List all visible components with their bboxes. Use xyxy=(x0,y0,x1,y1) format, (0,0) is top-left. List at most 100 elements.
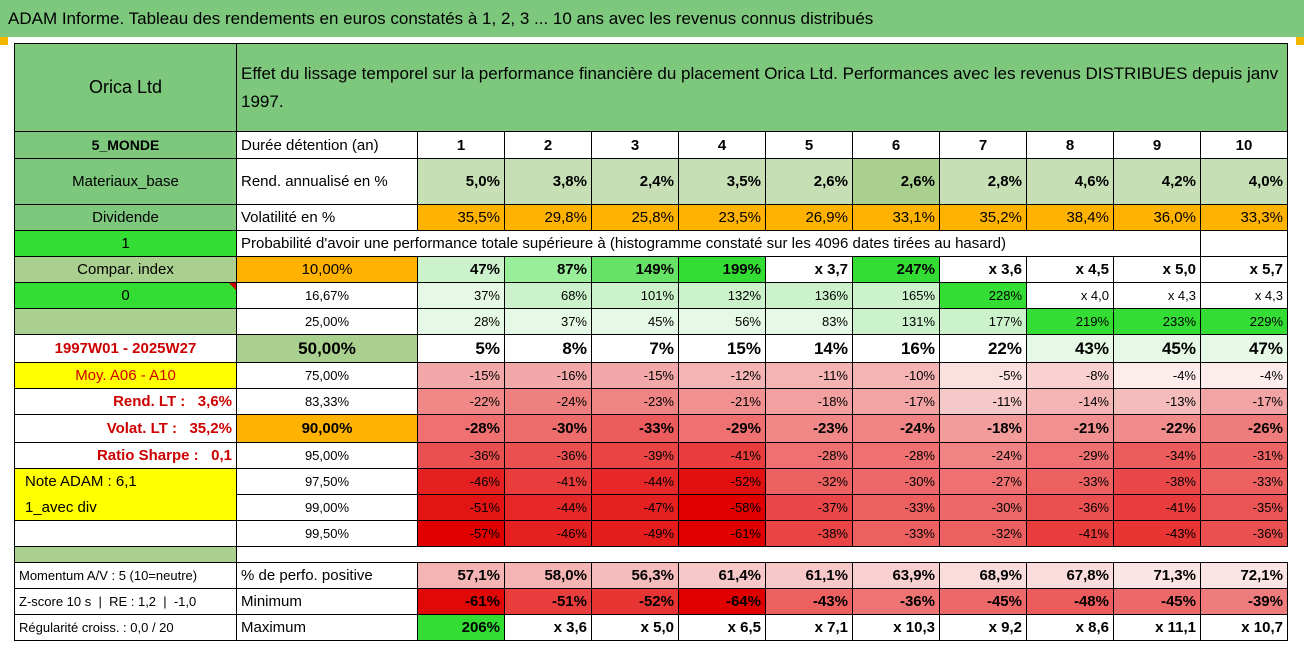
performance-table: Orica Ltd Effet du lissage temporel sur l… xyxy=(14,43,1288,641)
percentile-value: -12% xyxy=(678,362,766,389)
report-title: ADAM Informe. Tableau des rendements en … xyxy=(0,0,1304,37)
percentile-value: -47% xyxy=(591,494,679,521)
percentile-value: x 5,7 xyxy=(1200,256,1288,283)
percentile-value: -39% xyxy=(591,442,679,469)
percentile-value: -36% xyxy=(1200,520,1288,547)
volat-value: 25,8% xyxy=(591,204,679,231)
percentile-value: 149% xyxy=(591,256,679,283)
minimum-value: -45% xyxy=(1113,588,1201,615)
header-row: Orica Ltd Effet du lissage temporel sur l… xyxy=(14,43,1288,132)
volat-value: 36,0% xyxy=(1113,204,1201,231)
pct-pos-value: 57,1% xyxy=(417,562,505,589)
percentile-value: -61% xyxy=(678,520,766,547)
volat-value: 35,5% xyxy=(417,204,505,231)
volat-row: Dividende Volatilité en % 35,5% 29,8% 25,8% 2… xyxy=(14,204,1288,231)
minimum-value: -52% xyxy=(591,588,679,615)
minimum-value: -36% xyxy=(852,588,940,615)
volat-label: Volatilité en % xyxy=(236,204,418,231)
rend-value: 2,4% xyxy=(591,158,679,205)
percentile-row: 25,00% 28% 37% 45% 56% 83% 131% 177% 219% 233% 229… xyxy=(14,308,1288,335)
maximum-label: Maximum xyxy=(236,614,418,641)
pct-pos-value: 63,9% xyxy=(852,562,940,589)
rend-value: 4,2% xyxy=(1113,158,1201,205)
percentile-value: -29% xyxy=(1026,442,1114,469)
percentile-value: -32% xyxy=(765,468,853,495)
empty-cell xyxy=(679,547,766,563)
percentile-value: -52% xyxy=(678,468,766,495)
percentile-value: 22% xyxy=(939,334,1027,363)
year-header: 7 xyxy=(939,131,1027,159)
period-label: 1997W01 - 2025W27 xyxy=(14,334,237,363)
percentile-value: -33% xyxy=(1026,468,1114,495)
maximum-value: x 7,1 xyxy=(765,614,853,641)
year-header: 6 xyxy=(852,131,940,159)
empty-cell xyxy=(940,547,1027,563)
maximum-value: x 8,6 xyxy=(1026,614,1114,641)
percentile-value: 37% xyxy=(417,282,505,309)
percentile-value: -41% xyxy=(1113,494,1201,521)
percentile-value: -30% xyxy=(852,468,940,495)
percentile-value: 199% xyxy=(678,256,766,283)
pct-pos-value: 61,4% xyxy=(678,562,766,589)
year-header: 9 xyxy=(1113,131,1201,159)
zscore-label: Z-score 10 s | RE : 1,2 | -1,0 xyxy=(14,588,237,615)
percentile-value: -8% xyxy=(1026,362,1114,389)
percentile-value: 45% xyxy=(591,308,679,335)
percentile-value: -24% xyxy=(939,442,1027,469)
percentile-value: -17% xyxy=(852,388,940,415)
percentile-row: Moy. A06 - A10 75,00% -15% -16% -15% -12% -11%… xyxy=(14,362,1288,389)
maximum-value: x 5,0 xyxy=(591,614,679,641)
percentile-value: 233% xyxy=(1113,308,1201,335)
percentile-value: -37% xyxy=(765,494,853,521)
year-header: 1 xyxy=(417,131,505,159)
rend-value: 2,6% xyxy=(852,158,940,205)
maximum-value: x 3,6 xyxy=(504,614,592,641)
empty-cell xyxy=(237,547,418,563)
percentile-value: -4% xyxy=(1113,362,1201,389)
rend-label: Rend. annualisé en % xyxy=(236,158,418,205)
percentile-row: 0 16,67% 37% 68% 101% 132% 136% 165% 228% x 4,0 x … xyxy=(14,282,1288,309)
note-adam-label: Note ADAM : 6,1 xyxy=(14,468,237,495)
percentile-value: 7% xyxy=(591,334,679,363)
percentile-value: x 4,0 xyxy=(1026,282,1114,309)
percentile-value: -18% xyxy=(939,414,1027,443)
rend-value: 4,6% xyxy=(1026,158,1114,205)
percentile-value: 15% xyxy=(678,334,766,363)
percentile-value: -33% xyxy=(852,520,940,547)
empty-cell xyxy=(1027,547,1114,563)
minimum-value: -43% xyxy=(765,588,853,615)
percentile-value: 16% xyxy=(852,334,940,363)
percentile-value: -46% xyxy=(417,468,505,495)
percentile-value: -21% xyxy=(1026,414,1114,443)
rend-value: 2,8% xyxy=(939,158,1027,205)
percentile-value: -49% xyxy=(591,520,679,547)
pct-pos-value: 58,0% xyxy=(504,562,592,589)
years-row: 5_MONDE Durée détention (an) 1 2 3 4 5 6 7 8 9 10 xyxy=(14,131,1288,159)
rend-value: 3,5% xyxy=(678,158,766,205)
percentile-value: 101% xyxy=(591,282,679,309)
percentile-value: x 4,5 xyxy=(1026,256,1114,283)
rend-row: Materiaux_base Rend. annualisé en % 5,0% 3,… xyxy=(14,158,1288,205)
maximum-value: x 10,3 xyxy=(852,614,940,641)
percentile-value: -41% xyxy=(504,468,592,495)
region-label: 5_MONDE xyxy=(14,131,237,159)
maximum-value: 206% xyxy=(417,614,505,641)
percentile-value: 165% xyxy=(852,282,940,309)
percentile-value: 28% xyxy=(417,308,505,335)
percentile-value: -43% xyxy=(1113,520,1201,547)
pct-pos-value: 71,3% xyxy=(1113,562,1201,589)
year-header: 3 xyxy=(591,131,679,159)
percentile-row: Ratio Sharpe : 0,1 95,00% -36% -36% -39% -41%… xyxy=(14,442,1288,469)
pct-pos-value: 72,1% xyxy=(1200,562,1288,589)
rend-lt-label: Rend. LT : 3,6% xyxy=(14,388,237,415)
percentile-value: -26% xyxy=(1200,414,1288,443)
proba-label: Probabilité d'avoir une performance tota… xyxy=(236,230,1114,257)
percentile-value: -13% xyxy=(1113,388,1201,415)
empty-cell xyxy=(1114,547,1201,563)
proba-row: 1 Probabilité d'avoir une performance tot… xyxy=(14,230,1288,257)
pct-pos-value: 61,1% xyxy=(765,562,853,589)
percentile-value: -34% xyxy=(1113,442,1201,469)
empty-cell xyxy=(418,547,505,563)
percentile-label: 90,00% xyxy=(236,414,418,443)
percentile-value: 219% xyxy=(1026,308,1114,335)
